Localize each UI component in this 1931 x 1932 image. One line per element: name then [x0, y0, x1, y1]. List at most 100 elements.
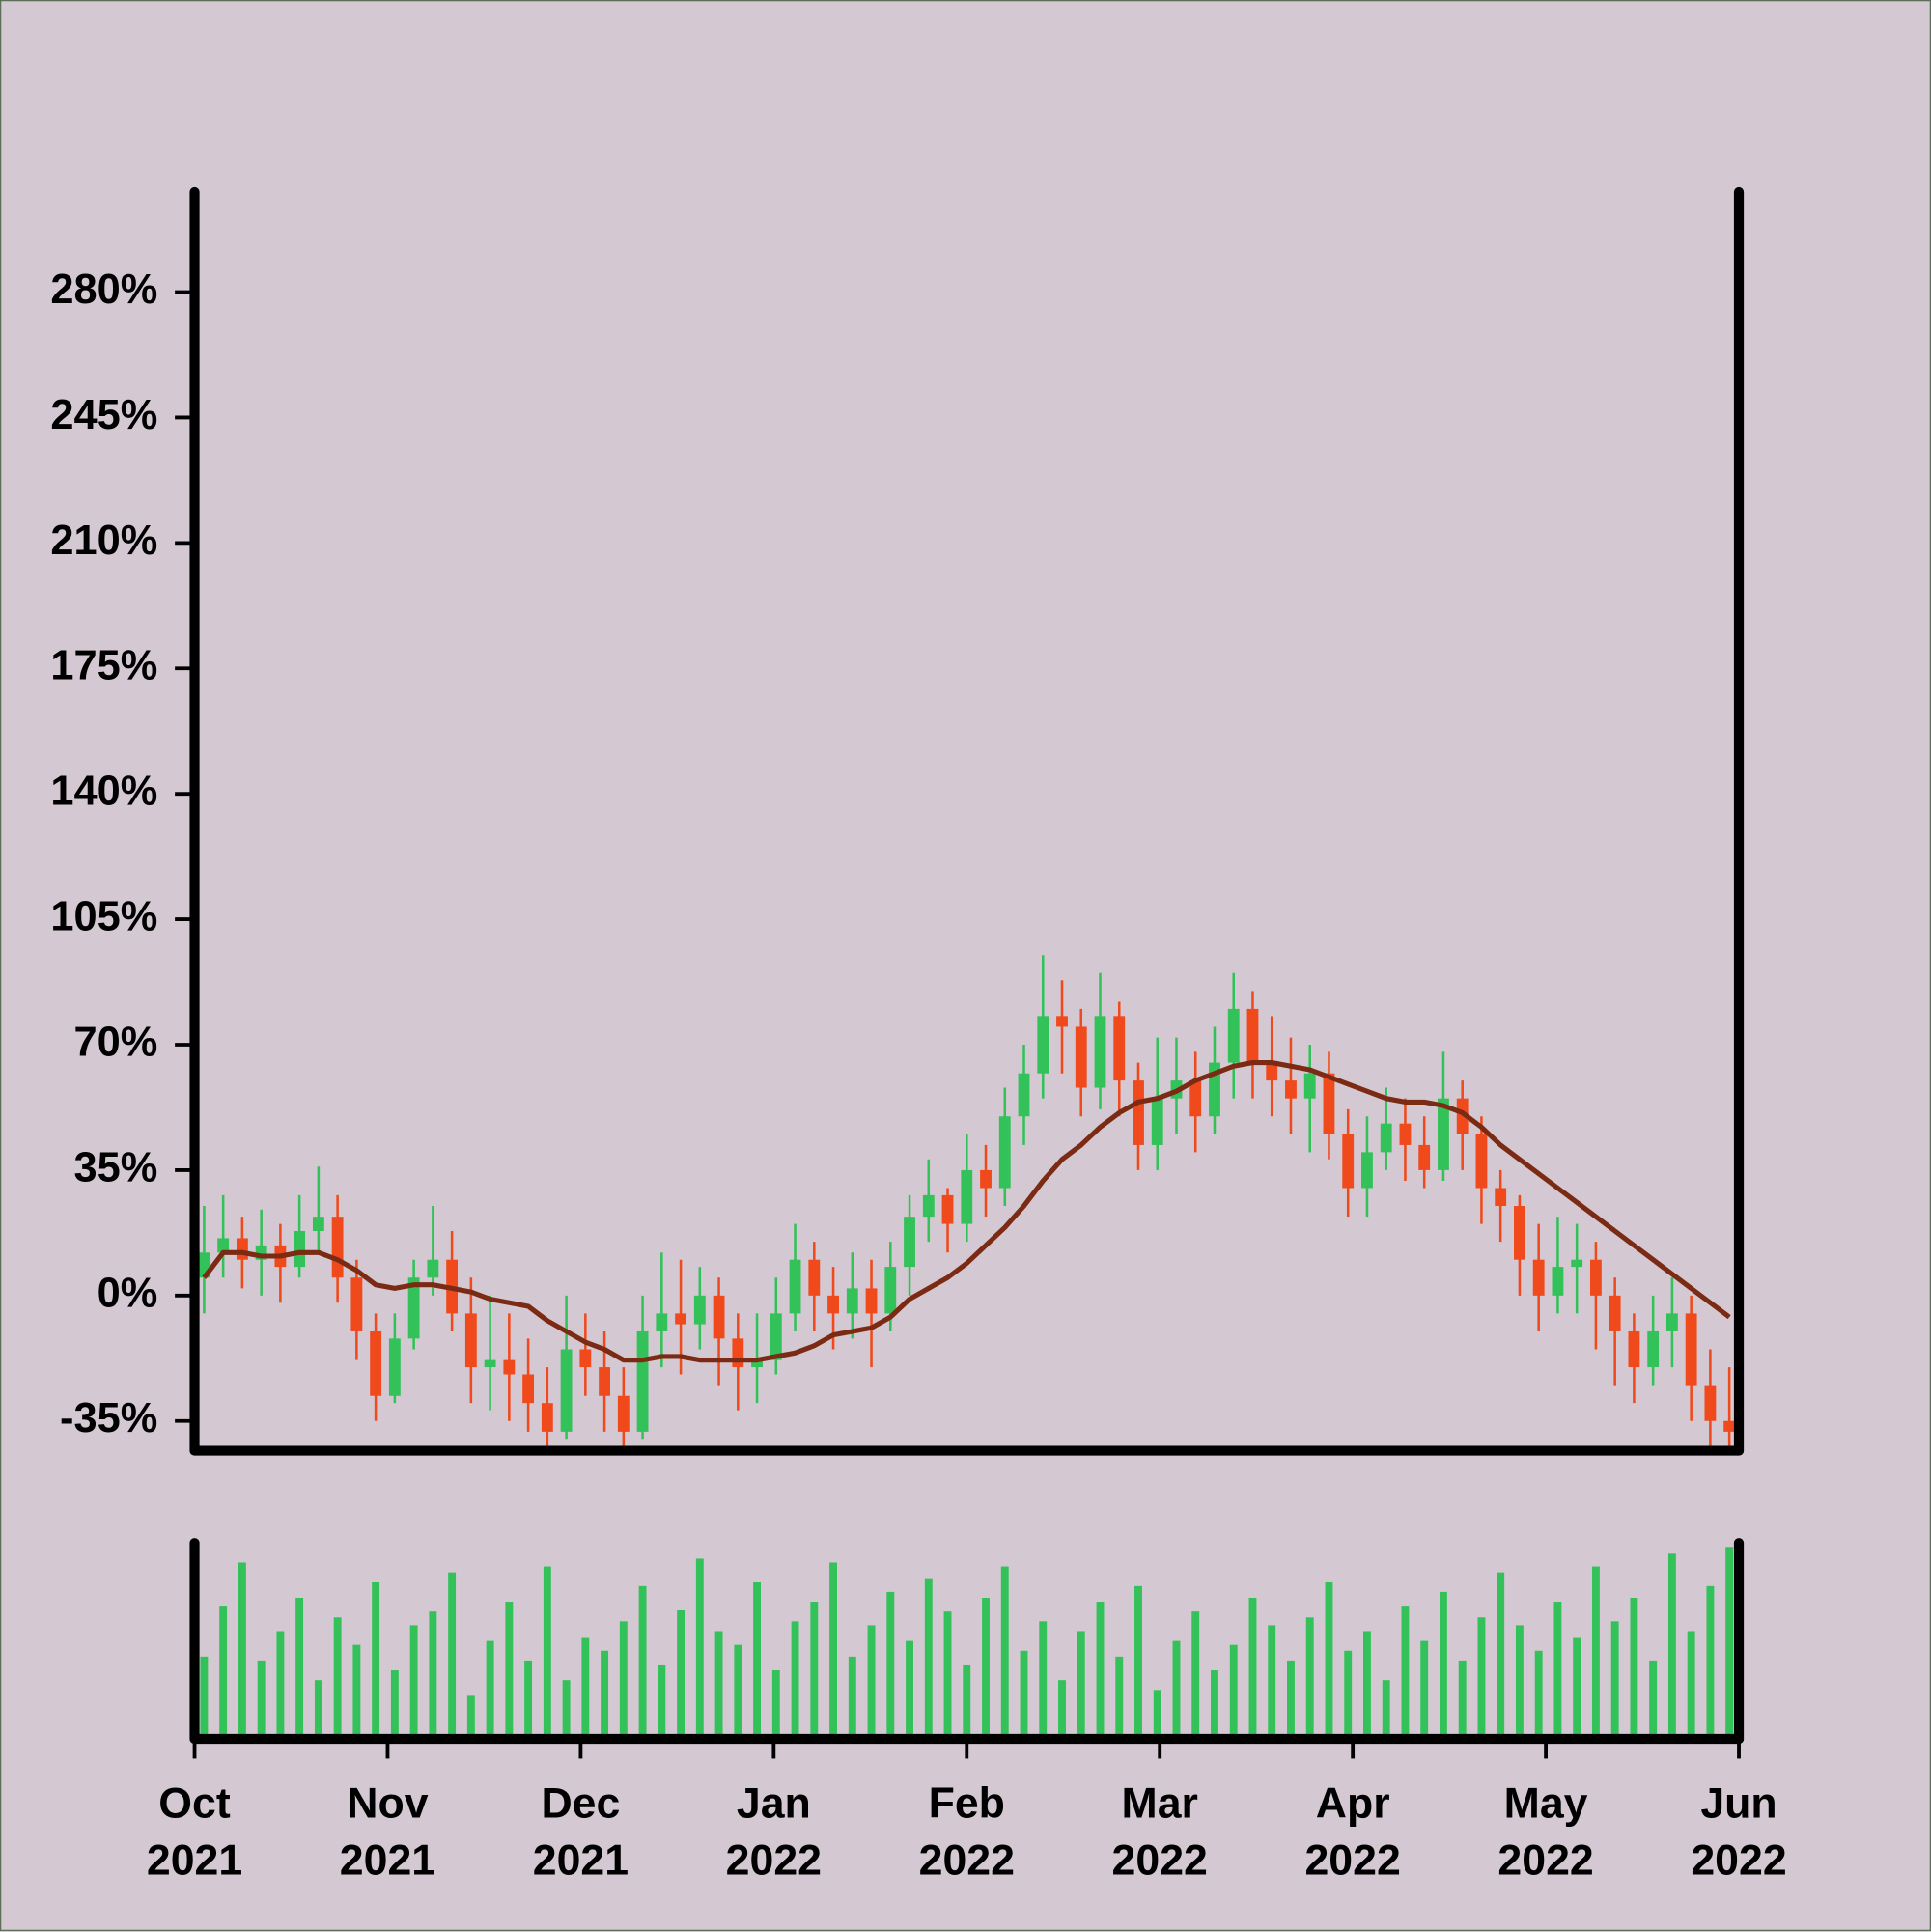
candle-body	[217, 1238, 230, 1253]
volume-bar	[314, 1680, 322, 1740]
candle-body	[1380, 1123, 1392, 1153]
candle-body	[1037, 1016, 1049, 1074]
volume-bar	[1477, 1617, 1486, 1740]
volume-bar	[276, 1631, 285, 1740]
candle-body	[1075, 1026, 1087, 1088]
candle-body	[770, 1313, 782, 1360]
volume-bar	[1573, 1637, 1581, 1740]
volume-bar	[1363, 1631, 1371, 1740]
candle-body	[1209, 1062, 1220, 1117]
candle-body	[675, 1313, 686, 1325]
candle-body	[370, 1330, 382, 1396]
volume-bar	[1172, 1640, 1181, 1740]
candle-body	[1342, 1134, 1355, 1189]
volume-bar	[943, 1611, 952, 1740]
volume-bar	[810, 1602, 819, 1740]
y-tick-label: 175%	[50, 643, 157, 689]
volume-bar	[1401, 1606, 1410, 1740]
candle-body	[522, 1374, 535, 1404]
volume-bar	[1153, 1690, 1161, 1740]
candle-body	[808, 1259, 821, 1296]
candle-body	[1723, 1420, 1736, 1432]
candle-body	[1647, 1330, 1660, 1368]
x-tick-label: Apr 2022	[1304, 1779, 1401, 1885]
volume-bar	[1000, 1566, 1009, 1740]
volume-bar	[714, 1631, 723, 1740]
y-tick-label: 280%	[50, 266, 157, 313]
candle-body	[1438, 1098, 1449, 1170]
volume-bar	[200, 1656, 209, 1740]
volume-bar	[982, 1597, 990, 1740]
candle-body	[198, 1252, 210, 1278]
volume-bar	[1553, 1602, 1562, 1740]
volume-panel	[200, 1547, 1734, 1740]
candle-body	[388, 1338, 401, 1396]
volume-bar	[1667, 1553, 1676, 1740]
y-tick-label: 210%	[50, 518, 157, 564]
volume-bar	[1630, 1597, 1638, 1740]
volume-bar	[1497, 1572, 1505, 1740]
volume-bar	[695, 1558, 704, 1740]
candle-body	[1323, 1073, 1335, 1134]
volume-bar	[1439, 1591, 1447, 1740]
candle-body	[1361, 1152, 1373, 1189]
volume-bar	[1687, 1631, 1695, 1740]
moving-average	[202, 1060, 1731, 1363]
volume-bar	[1458, 1660, 1467, 1740]
volume-bar	[1191, 1611, 1200, 1740]
volume-bar	[1229, 1644, 1238, 1740]
candle-body	[1094, 1016, 1106, 1088]
volume-bar	[543, 1566, 551, 1740]
x-tick-label: Dec 2021	[532, 1779, 630, 1885]
volume-bar	[1039, 1621, 1048, 1740]
volume-bar	[1248, 1597, 1257, 1740]
candle-body	[1151, 1098, 1163, 1145]
candle-body	[656, 1313, 668, 1331]
x-tick-label: Mar 2022	[1111, 1779, 1208, 1885]
candle-body	[961, 1169, 973, 1224]
candle-body	[1685, 1313, 1697, 1386]
volume-bar	[466, 1695, 475, 1740]
volume-bar	[1287, 1660, 1295, 1740]
candle-body	[560, 1349, 573, 1432]
y-tick-label: 140%	[50, 769, 157, 815]
volume-bar	[677, 1610, 686, 1740]
volume-bar	[448, 1572, 457, 1740]
price-panel	[198, 955, 1736, 1446]
candle-body	[1514, 1206, 1525, 1260]
candle-body	[1495, 1188, 1507, 1207]
volume-bar	[1610, 1621, 1619, 1740]
candle-body	[1303, 1073, 1316, 1099]
volume-bar	[238, 1562, 246, 1740]
candle-body	[236, 1238, 248, 1260]
x-tick-label: May 2022	[1497, 1779, 1594, 1885]
candle-body	[599, 1367, 611, 1396]
volume-bar	[1591, 1566, 1600, 1740]
candle-body	[1113, 1016, 1126, 1081]
volume-bar	[848, 1656, 856, 1740]
x-tick-label: Feb 2022	[918, 1779, 1015, 1885]
volume-bar	[1096, 1602, 1105, 1740]
volume-bar	[1649, 1660, 1658, 1740]
candle-body	[732, 1338, 744, 1368]
volume-bar	[1134, 1585, 1142, 1740]
volume-bar	[219, 1606, 228, 1740]
candle-body	[713, 1295, 725, 1339]
candle-body	[255, 1245, 267, 1260]
volume-bar	[963, 1664, 971, 1740]
candle-body	[1418, 1144, 1431, 1170]
candle-body	[312, 1217, 324, 1232]
volume-bar	[372, 1582, 380, 1740]
volume-bar	[1534, 1650, 1543, 1740]
candle-body	[1704, 1385, 1717, 1421]
candle-body	[1589, 1259, 1602, 1296]
volume-bar	[771, 1670, 780, 1740]
volume-bar	[1344, 1650, 1353, 1740]
candle-body	[503, 1359, 516, 1375]
volume-bar	[658, 1664, 666, 1740]
candle-body	[1665, 1313, 1678, 1331]
candle-body	[407, 1277, 420, 1339]
candle-body	[1227, 1008, 1240, 1063]
candle-body	[484, 1359, 496, 1368]
y-tick-label: 70%	[73, 1019, 157, 1065]
